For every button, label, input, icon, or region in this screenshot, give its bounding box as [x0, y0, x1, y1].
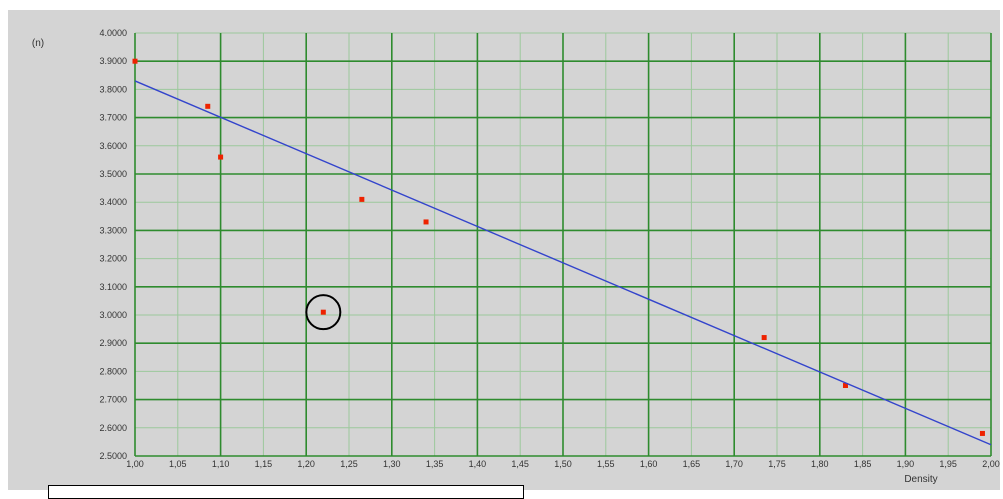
x-tick-label: 1,95 [939, 459, 957, 469]
x-tick-label: 1,20 [297, 459, 315, 469]
data-point [218, 154, 224, 160]
y-tick-label: 3.1000 [99, 282, 127, 292]
x-tick-label: 1,25 [340, 459, 358, 469]
data-point [761, 335, 767, 341]
y-tick-label: 3.4000 [99, 197, 127, 207]
data-point [132, 58, 138, 64]
data-point [842, 383, 848, 388]
x-tick-label: 1,30 [383, 459, 401, 469]
y-tick-label: 3.7000 [99, 113, 127, 123]
y-tick-label: 3.9000 [99, 56, 127, 66]
y-axis-title: (n) [32, 38, 44, 49]
y-tick-label: 3.6000 [99, 141, 127, 151]
x-tick-label: 1,05 [169, 459, 187, 469]
y-tick-label: 3.3000 [99, 225, 127, 235]
x-tick-label: 1,85 [854, 459, 872, 469]
y-tick-label: 3.5000 [99, 169, 127, 179]
x-tick-label: 1,70 [725, 459, 743, 469]
x-tick-label: 1,90 [897, 459, 915, 469]
x-tick-label: 1,65 [683, 459, 701, 469]
y-tick-label: 3.8000 [99, 84, 127, 94]
y-tick-label: 4.0000 [99, 28, 127, 38]
x-tick-label: 2,00 [982, 459, 1000, 469]
y-tick-label: 3.2000 [99, 254, 127, 264]
x-tick-label: 1,75 [768, 459, 786, 469]
data-point [423, 219, 429, 225]
annotation-layer [305, 294, 342, 331]
x-tick-label: 1,00 [126, 459, 144, 469]
x-axis-tick-labels: 1,00 1,05 1,10 1,15 1,20 1,25 1,30 1,35 1,40 1,45… [126, 459, 1000, 469]
outlier-highlight-circle [305, 294, 342, 331]
y-tick-label: 2.7000 [99, 395, 127, 405]
y-tick-label: 2.9000 [99, 338, 127, 348]
x-tick-label: 1,35 [426, 459, 444, 469]
x-tick-label: 1,80 [811, 459, 829, 469]
y-tick-label: 2.8000 [99, 366, 127, 376]
x-tick-label: 1,10 [212, 459, 230, 469]
x-tick-label: 1,40 [469, 459, 487, 469]
major-grid [134, 33, 992, 457]
y-tick-label: 3.0000 [99, 310, 127, 320]
x-tick-label: 1,55 [597, 459, 615, 469]
x-axis-title: Density [904, 474, 937, 485]
y-axis-tick-labels: 2.5000 2.6000 2.7000 2.8000 2.9000 3.0000 3.10… [99, 28, 127, 461]
series-layer [132, 58, 992, 446]
data-point [979, 430, 985, 436]
x-tick-label: 1,15 [255, 459, 273, 469]
data-point [359, 196, 365, 202]
y-tick-label: 2.6000 [99, 423, 127, 433]
x-tick-label: 1,50 [554, 459, 572, 469]
data-point [320, 309, 326, 315]
caption-box [48, 485, 524, 499]
y-tick-label: 2.5000 [99, 451, 127, 461]
regression-line [134, 80, 992, 446]
x-tick-label: 1,45 [511, 459, 529, 469]
x-tick-label: 1,60 [640, 459, 658, 469]
data-point [205, 103, 211, 109]
